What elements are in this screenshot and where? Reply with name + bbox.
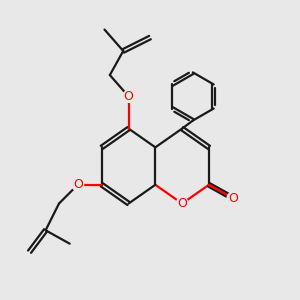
Text: O: O (228, 192, 238, 205)
Text: O: O (73, 178, 83, 191)
Circle shape (227, 192, 239, 204)
Circle shape (176, 198, 188, 209)
Circle shape (72, 179, 84, 191)
Text: O: O (177, 197, 187, 210)
Text: O: O (124, 90, 134, 103)
Circle shape (123, 91, 134, 102)
